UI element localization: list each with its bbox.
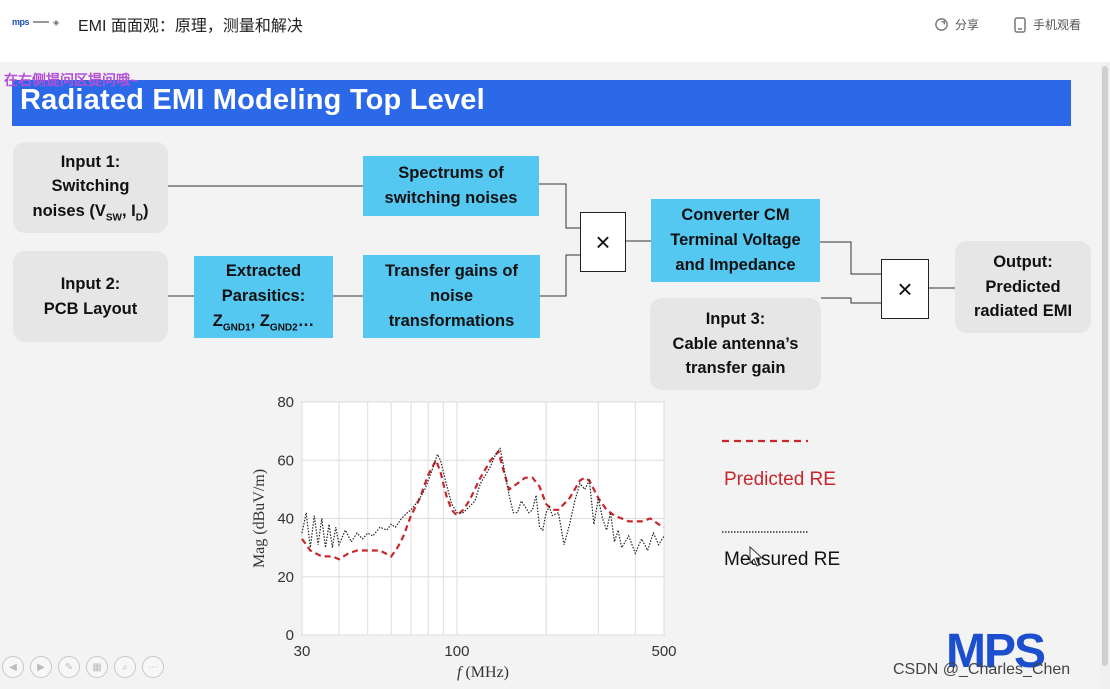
spectrums-box: Spectrums of switching noises <box>363 156 539 216</box>
converter-cm-box: Converter CM Terminal Voltage and Impeda… <box>651 199 820 282</box>
input1-heading: Input 1: <box>60 152 121 171</box>
input1-noises: noises (VSW, ID) <box>32 202 149 224</box>
input2-label: PCB Layout <box>43 299 138 318</box>
chart-ylabel: Mag (dBuV/m) <box>251 469 268 568</box>
mobile-view-button[interactable]: 手机观看 <box>1013 16 1081 33</box>
legend-measured-swatch <box>722 531 808 533</box>
share-icon <box>935 18 948 31</box>
extracted-impedances: ZGND1, ZGND2… <box>212 311 315 333</box>
share-label: 分享 <box>955 18 980 32</box>
extracted-label: Parasitics: <box>221 286 306 305</box>
more-options-icon[interactable]: ⋯ <box>142 656 164 678</box>
chart-xlabel: f (MHz) <box>457 664 509 681</box>
multiply-node-2: × <box>881 259 929 319</box>
input1-switching-box: Input 1: Switching noises (VSW, ID) <box>13 142 168 233</box>
output-predicted-box: Output: Predicted radiated EMI <box>955 241 1091 333</box>
next-slide-icon[interactable]: ▶ <box>30 656 52 678</box>
top-bar: mps ◈ EMI 面面观：原理，测量和解决 分享 手机观看 <box>0 0 1110 50</box>
legend-predicted-swatch <box>722 439 808 443</box>
slide-title-banner <box>12 80 1071 126</box>
mouse-cursor-icon <box>749 546 764 567</box>
transfer-gains-box: Transfer gains of noise transformations <box>363 255 540 338</box>
share-button[interactable]: 分享 <box>934 16 979 33</box>
chart-ytick-label: 80 <box>277 394 294 411</box>
prev-slide-icon[interactable]: ◀ <box>2 656 24 678</box>
scrollbar[interactable] <box>1100 62 1110 689</box>
pen-icon[interactable]: ✎ <box>58 656 80 678</box>
slide-title: Radiated EMI Modeling Top Level <box>20 84 485 116</box>
legend-predicted-label: Predicted RE <box>724 469 836 490</box>
mobile-view-label: 手机观看 <box>1033 18 1082 32</box>
emi-spectrum-chart: 0 20 40 60 80 30 100 500 Mag (dBuV/m) f (MHz) <box>251 394 677 681</box>
csdn-watermark: CSDN @_Charles_Chen <box>893 661 1071 678</box>
ask-question-tip: 在右侧提问区提问哦~ <box>4 72 139 88</box>
chart-ytick-label: 60 <box>277 452 294 469</box>
mps-brand-logo: MPS <box>946 627 1047 671</box>
chart-ytick-label: 20 <box>277 569 294 586</box>
slide-nav-toolbar: ◀ ▶ ✎ ▦ ⌕ ⋯ <box>2 656 164 678</box>
chart-ytick-label: 40 <box>277 511 294 528</box>
chart-ytick-label: 0 <box>286 627 294 644</box>
input1-label: Switching <box>51 177 130 196</box>
phone-icon <box>1014 16 1026 33</box>
page-title: EMI 面面观：原理，测量和解决 <box>78 18 303 35</box>
input2-heading: Input 2: <box>60 274 121 293</box>
chart-xtick-label: 30 <box>294 643 311 660</box>
mps-mini-logo: mps ◈ <box>12 17 60 27</box>
extracted-heading: Extracted <box>225 262 302 281</box>
legend-measured-label: Measured RE <box>724 549 841 570</box>
chart-xtick-label: 500 <box>651 643 676 660</box>
input3-cable-box: Input 3: Cable antenna’s transfer gain <box>650 298 821 390</box>
svg-text:MPS: MPS <box>946 627 1045 671</box>
measured-re-series <box>301 447 665 555</box>
multiply-node-1: × <box>580 212 626 272</box>
chart-xtick-label: 100 <box>444 643 469 660</box>
scrollbar-thumb[interactable] <box>1102 66 1108 666</box>
zoom-icon[interactable]: ⌕ <box>114 656 136 678</box>
input2-pcb-layout-box: Input 2: PCB Layout <box>13 251 168 342</box>
slides-overview-icon[interactable]: ▦ <box>86 656 108 678</box>
extracted-parasitics-box: Extracted Parasitics: ZGND1, ZGND2… <box>194 256 333 338</box>
